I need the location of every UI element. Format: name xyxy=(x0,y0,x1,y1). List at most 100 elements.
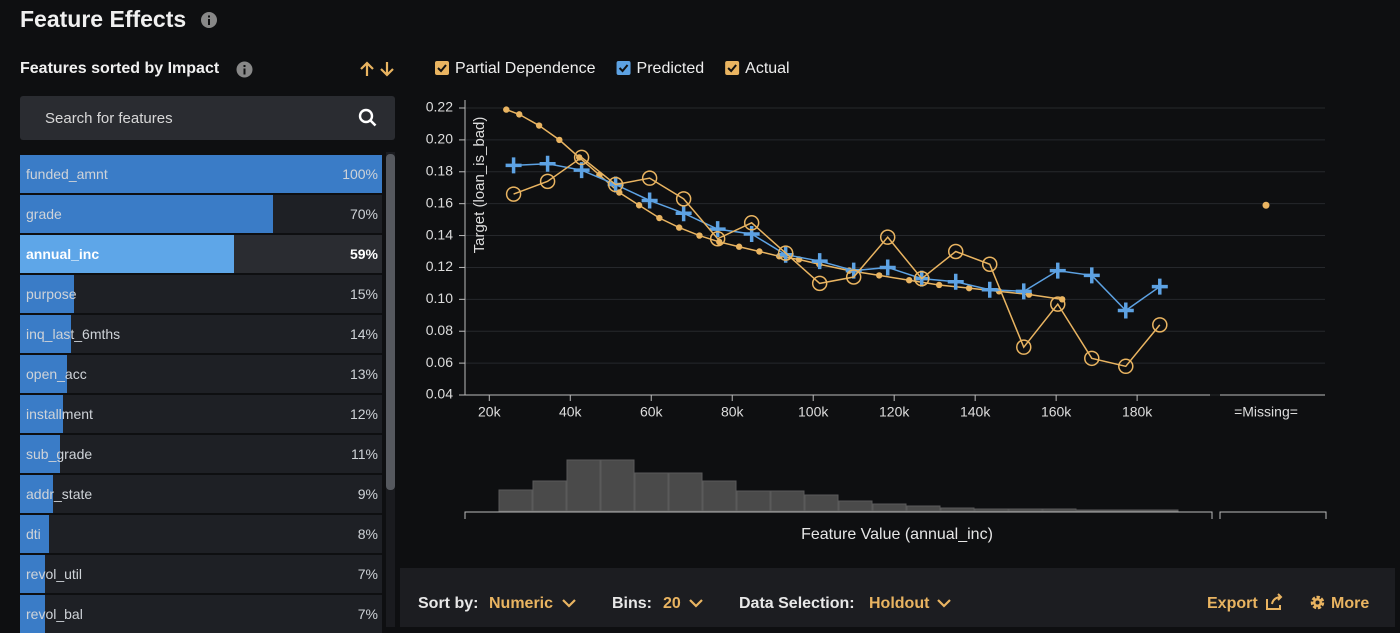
y-tick-label: 0.06 xyxy=(426,354,453,370)
feature-row[interactable]: annual_inc 59% xyxy=(20,235,382,273)
impact-bar xyxy=(20,235,234,273)
partial-dependence-dot xyxy=(535,122,543,129)
selection-label: Data Selection: xyxy=(739,595,855,612)
export-button[interactable]: Export xyxy=(1207,595,1258,612)
impact-bar xyxy=(20,395,64,433)
feature-row[interactable]: inq_last_6mths 14% xyxy=(20,315,382,353)
feature-name: open_acc xyxy=(26,366,87,382)
more-button[interactable]: More xyxy=(1331,595,1370,612)
actual-marker xyxy=(947,243,964,260)
check-mark xyxy=(618,64,629,73)
predicted-marker xyxy=(505,157,522,174)
feature-row[interactable]: dti 8% xyxy=(20,515,382,553)
export-icon xyxy=(1266,593,1283,610)
partial-dependence-dot xyxy=(935,281,943,289)
y-tick-label: 0.04 xyxy=(426,386,453,402)
partial-dependence-dot xyxy=(675,224,683,231)
histogram-bar xyxy=(702,480,737,512)
series-line xyxy=(513,163,1161,312)
y-tick-label: 0.20 xyxy=(426,131,453,147)
scroll-thumb[interactable] xyxy=(386,154,395,490)
legend-checkbox[interactable] xyxy=(616,61,631,75)
feature-name: addr_state xyxy=(26,486,93,502)
partial-dependence-dot xyxy=(716,238,723,246)
impact-bar xyxy=(20,555,46,593)
chevron xyxy=(689,599,703,608)
feature-row[interactable]: revol_bal 7% xyxy=(20,595,382,633)
feature-name: annual_inc xyxy=(26,246,100,262)
partial-dependence-dot xyxy=(635,202,643,209)
feature-row[interactable]: addr_state 9% xyxy=(20,475,382,513)
selection-dropdown[interactable]: Holdout xyxy=(869,595,930,612)
actual-marker xyxy=(913,270,930,287)
x-tick-label: 140k xyxy=(960,404,991,420)
partial-dependence-dot xyxy=(876,272,883,279)
predicted-marker xyxy=(1049,262,1066,279)
x-tick-label: 120k xyxy=(879,404,910,420)
search-placeholder: Search for features xyxy=(45,110,173,127)
search-box[interactable]: Search for features xyxy=(20,96,395,140)
histogram-bar xyxy=(736,490,771,512)
feature-name: inq_last_6mths xyxy=(26,326,121,342)
sort-dropdown[interactable]: Numeric xyxy=(489,595,554,612)
feature-name: grade xyxy=(26,206,62,222)
feature-row[interactable]: installment 12% xyxy=(20,395,382,433)
legend-checkbox[interactable] xyxy=(725,61,740,75)
actual-marker xyxy=(1084,350,1100,367)
sort-label: Sort by: xyxy=(418,595,479,612)
info-icon[interactable] xyxy=(236,61,253,78)
histogram-bar xyxy=(804,494,839,512)
page-title: Feature Effects xyxy=(20,6,187,32)
partial-dependence-dot xyxy=(656,214,663,222)
impact-label: 11% xyxy=(351,446,378,462)
impact-label: 7% xyxy=(357,606,378,622)
impact-label: 15% xyxy=(349,286,378,302)
feature-row[interactable]: purpose 15% xyxy=(20,275,382,313)
predicted-marker xyxy=(539,155,556,172)
partial-dependence-dot xyxy=(756,248,763,255)
feature-name: dti xyxy=(26,526,41,542)
check-mark xyxy=(437,64,447,73)
y-tick-label: 0.22 xyxy=(426,99,453,115)
actual-marker xyxy=(981,256,998,273)
info-icon[interactable] xyxy=(200,11,218,29)
feature-row[interactable]: funded_amnt 100% xyxy=(20,155,382,193)
actual-marker xyxy=(1118,358,1134,375)
legend-checkbox[interactable] xyxy=(435,61,449,75)
legend-item[interactable]: Partial Dependence xyxy=(435,60,596,77)
feature-row[interactable]: open_acc 13% xyxy=(20,355,382,393)
sort-toggle[interactable] xyxy=(358,60,398,78)
partial-dependence-dot xyxy=(965,284,973,292)
partial-dependence-dot xyxy=(735,243,743,250)
feature-row[interactable]: sub_grade 11% xyxy=(20,435,382,473)
histogram-bar xyxy=(940,507,975,512)
y-tick-label: 0.10 xyxy=(426,290,453,306)
histogram-bar xyxy=(498,489,533,512)
feature-row[interactable]: revol_util 7% xyxy=(20,555,382,593)
legend-label: Actual xyxy=(745,60,789,77)
partial-dependence-dot xyxy=(556,136,563,144)
histogram-bar xyxy=(906,505,941,512)
impact-label: 14% xyxy=(349,326,378,342)
bins-dropdown[interactable]: 20 xyxy=(663,595,681,612)
impact-bar xyxy=(20,195,274,233)
actual-marker xyxy=(607,176,624,193)
feature-name: installment xyxy=(26,406,93,422)
impact-bar xyxy=(20,515,49,553)
legend-label: Partial Dependence xyxy=(455,60,596,77)
impact-bar xyxy=(20,155,382,193)
scrollbar[interactable] xyxy=(386,152,395,627)
legend-item[interactable]: Predicted xyxy=(616,60,705,77)
impact-label: 100% xyxy=(342,166,378,182)
predicted-marker xyxy=(947,273,964,290)
series-line xyxy=(513,156,1161,368)
legend-item[interactable]: Actual xyxy=(725,60,790,77)
predicted-marker xyxy=(1151,278,1168,295)
impact-bar xyxy=(20,355,68,393)
histogram-bar xyxy=(532,480,567,512)
feature-row[interactable]: grade 70% xyxy=(20,195,382,233)
chart: 0.04 0.06 0.08 0.10 0.12 0.14 0.16 0.18 0.20 0.22… xyxy=(426,60,1327,543)
impact-bar xyxy=(20,435,60,473)
actual-marker xyxy=(641,170,658,186)
impact-label: 9% xyxy=(357,486,378,502)
